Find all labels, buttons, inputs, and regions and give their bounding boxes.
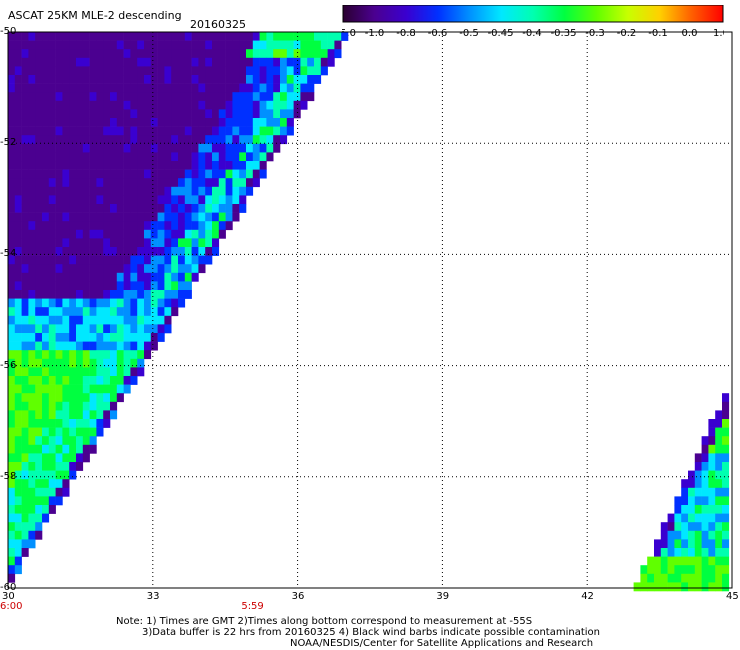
lat-tick-label: -50: [0, 26, 17, 37]
lat-tick-label: -52: [0, 137, 17, 149]
time-label: 6:00: [0, 601, 23, 612]
lon-tick-label: 36: [291, 591, 305, 602]
lon-tick-label: 39: [436, 591, 450, 602]
lat-tick-label: -58: [0, 470, 17, 482]
lat-tick-label: -56: [0, 359, 17, 371]
note-line-2: 3)Data buffer is 22 hrs from 20160325 4)…: [142, 627, 600, 638]
swath-cells: [8, 32, 730, 592]
map-date: 20160325: [190, 18, 246, 31]
lon-tick-label: 45: [726, 591, 739, 602]
note-line-3: NOAA/NESDIS/Center for Satellite Applica…: [290, 638, 594, 649]
time-label: 5:59: [241, 601, 264, 612]
colorbar-gradient: [342, 5, 724, 23]
lat-tick-label: -60: [0, 582, 17, 593]
lon-tick-label: 30: [2, 591, 15, 602]
map-frame: [7, 31, 733, 589]
map-title: ASCAT 25KM MLE-2 descending: [8, 9, 182, 22]
note-line-1: Note: 1) Times are GMT 2)Times along bot…: [116, 616, 533, 627]
lon-tick-label: 42: [581, 591, 594, 602]
lon-tick-label: 33: [146, 591, 160, 602]
lat-tick-label: -54: [0, 248, 17, 260]
